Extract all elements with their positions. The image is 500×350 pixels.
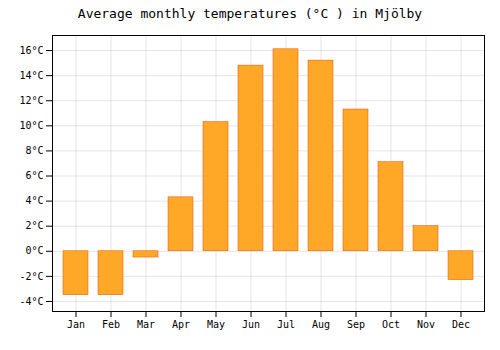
html-text:Average monthly temperatures (: Average monthly temperatures (°C ) in Mj…	[77, 6, 423, 21]
svg-text:10°C: 10°C	[19, 120, 43, 131]
svg-text:Jun: Jun	[242, 319, 260, 330]
svg-text:Oct: Oct	[382, 319, 400, 330]
svg-text:6°C: 6°C	[25, 170, 43, 181]
svg-text:0°C: 0°C	[25, 245, 43, 256]
svg-text:14°C: 14°C	[19, 70, 43, 81]
svg-text:May: May	[207, 319, 225, 330]
svg-text:Mar: Mar	[137, 319, 155, 330]
svg-text:Apr: Apr	[172, 319, 190, 330]
svg-text:Feb: Feb	[102, 319, 120, 330]
svg-text:16°C: 16°C	[19, 45, 43, 56]
svg-text:4°C: 4°C	[25, 195, 43, 206]
svg-text:8°C: 8°C	[25, 145, 43, 156]
svg-text:-4°C: -4°C	[19, 296, 43, 307]
svg-text:Jul: Jul	[277, 319, 295, 330]
svg-text:12°C: 12°C	[19, 95, 43, 106]
svg-text:Jan: Jan	[67, 319, 85, 330]
svg-text:Sep: Sep	[347, 319, 365, 330]
svg-text:Nov: Nov	[417, 319, 435, 330]
svg-text:-2°C: -2°C	[19, 271, 43, 282]
svg-text:Aug: Aug	[312, 319, 330, 330]
svg-text:Dec: Dec	[452, 319, 470, 330]
svg-text:2°C: 2°C	[25, 220, 43, 231]
